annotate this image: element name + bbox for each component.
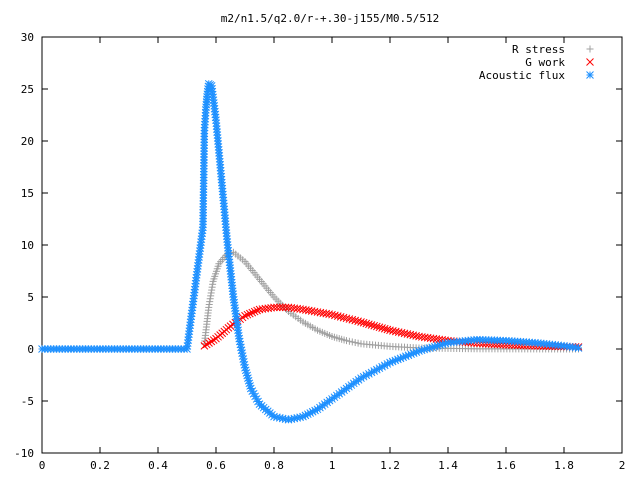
data-point (241, 311, 249, 320)
x-tick-label: 2 (619, 459, 626, 472)
x-tick-label: 1.4 (438, 459, 458, 472)
y-tick-label: 25 (21, 83, 34, 96)
legend-label: R stress (512, 43, 565, 56)
data-point (209, 336, 218, 344)
data-point (574, 344, 583, 352)
data-point (478, 339, 487, 348)
data-point (270, 303, 278, 312)
legend-marker (586, 58, 594, 66)
data-point (362, 319, 371, 328)
legend-label: G work (525, 56, 565, 69)
y-tick-label: 20 (21, 135, 34, 148)
series-r-stress (200, 248, 582, 353)
data-point (342, 314, 351, 323)
data-point (348, 315, 357, 324)
data-point (243, 310, 252, 319)
data-point (205, 339, 213, 347)
data-point (406, 330, 415, 339)
data-point (391, 327, 400, 336)
axis-ticks: 0 0.2 0.4 0.6 0.8 1 1.2 1.4 1.6 1.8 2 -10 -5 0 5 10 15 20… (14, 31, 625, 472)
data-point (331, 311, 339, 320)
data-point (365, 320, 373, 329)
data-point (200, 342, 209, 350)
data-point (278, 303, 287, 312)
data-point (351, 316, 360, 325)
y-tick-label: -10 (14, 447, 34, 460)
data-point (336, 313, 345, 321)
y-tick-label: 0 (27, 343, 34, 356)
data-point (245, 309, 254, 318)
x-tick-label: 1.8 (554, 459, 574, 472)
data-point (378, 324, 386, 332)
x-tick-label: 1.2 (380, 459, 400, 472)
data-point (339, 313, 348, 322)
data-point (345, 337, 353, 345)
data-point (367, 321, 376, 329)
data-point (325, 310, 333, 319)
data-point (273, 303, 281, 312)
data-point (333, 312, 342, 320)
data-point (354, 317, 362, 326)
x-tick-label: 0.8 (264, 459, 284, 472)
y-tick-label: 30 (21, 31, 34, 44)
data-point (389, 327, 397, 335)
legend-marker (586, 71, 594, 79)
x-tick-label: 1.6 (496, 459, 516, 472)
data-point (343, 337, 350, 345)
data-point (248, 308, 257, 317)
data-point (281, 303, 290, 312)
data-point (507, 341, 516, 349)
y-tick-label: -5 (21, 395, 34, 408)
x-tick-label: 0.6 (206, 459, 226, 472)
data-point (490, 340, 499, 349)
data-point (370, 321, 379, 330)
data-point (207, 337, 216, 346)
data-point (403, 330, 412, 338)
data-point (345, 315, 354, 323)
data-point (267, 303, 275, 312)
y-tick-label: 10 (21, 239, 34, 252)
plot-frame (41, 36, 623, 454)
data-point (328, 310, 336, 319)
data-marks (38, 79, 583, 424)
data-point (409, 331, 418, 340)
data-point (202, 340, 211, 349)
data-point (397, 328, 406, 337)
data-point (380, 324, 389, 333)
x-tick-label: 0 (39, 459, 46, 472)
data-point (359, 318, 368, 327)
series-acoustic-flux (38, 79, 583, 424)
data-point (481, 339, 490, 348)
data-point (386, 326, 394, 335)
legend-label: Acoustic flux (479, 69, 565, 82)
data-point (351, 339, 359, 347)
data-point (394, 328, 403, 337)
data-point (250, 307, 259, 316)
data-point (357, 318, 365, 326)
data-point (275, 303, 284, 312)
data-point (253, 306, 261, 315)
y-tick-label: 15 (21, 187, 34, 200)
data-point (375, 323, 384, 332)
chart-title: m2/n1.5/q2.0/r-+.30-j155/M0.5/512 (221, 12, 440, 25)
data-point (400, 329, 409, 338)
data-point (372, 322, 381, 331)
legend-marker (586, 45, 594, 53)
data-point (510, 341, 519, 350)
y-tick-label: 5 (27, 291, 34, 304)
x-tick-label: 0.4 (148, 459, 168, 472)
x-tick-label: 1 (329, 459, 336, 472)
data-point (354, 339, 362, 347)
data-point (348, 338, 356, 346)
x-tick-label: 0.2 (90, 459, 110, 472)
data-point (487, 340, 496, 348)
data-point (484, 340, 493, 348)
